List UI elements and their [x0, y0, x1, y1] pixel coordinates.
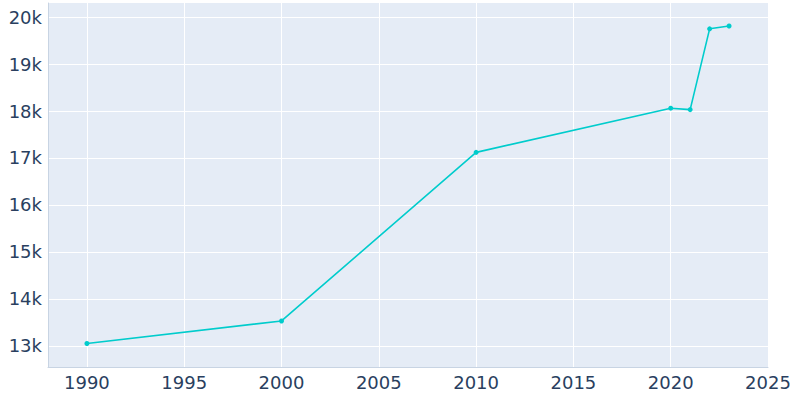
svg-text:17k: 17k	[9, 147, 43, 168]
svg-text:2020: 2020	[648, 372, 694, 393]
svg-text:16k: 16k	[9, 194, 43, 215]
svg-text:15k: 15k	[9, 241, 43, 262]
svg-text:18k: 18k	[9, 101, 43, 122]
svg-text:19k: 19k	[9, 54, 43, 75]
svg-text:13k: 13k	[9, 335, 43, 356]
svg-text:20k: 20k	[9, 7, 43, 28]
svg-text:2000: 2000	[259, 372, 305, 393]
svg-text:2015: 2015	[550, 372, 596, 393]
svg-text:2025: 2025	[745, 372, 791, 393]
svg-text:1990: 1990	[64, 372, 110, 393]
svg-text:2010: 2010	[453, 372, 499, 393]
svg-text:2005: 2005	[356, 372, 402, 393]
svg-text:1995: 1995	[161, 372, 207, 393]
svg-text:14k: 14k	[9, 288, 43, 309]
